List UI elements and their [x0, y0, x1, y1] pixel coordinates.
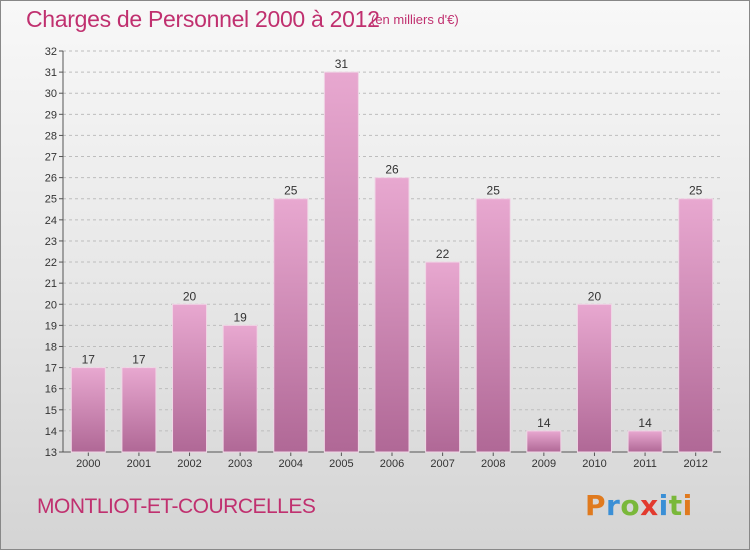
x-tick-label: 2006: [380, 458, 404, 470]
x-tick-label: 2003: [228, 458, 252, 470]
y-tick-label: 32: [45, 46, 57, 58]
x-tick-label: 2009: [532, 458, 556, 470]
bar: [223, 325, 257, 452]
bar: [679, 199, 713, 452]
bar-value-label: 25: [487, 184, 501, 198]
x-tick-label: 2001: [127, 458, 151, 470]
bar: [476, 199, 510, 452]
y-tick-label: 25: [45, 194, 57, 206]
x-tick-label: 2010: [582, 458, 606, 470]
logo-letter: x: [640, 489, 659, 522]
y-tick-label: 23: [45, 236, 57, 248]
y-tick-label: 27: [45, 152, 57, 164]
x-tick-label: 2011: [633, 458, 657, 470]
bar-chart: 13 14 15 16 17 18 19 20 21 22 23 24 25 26 27 28 29 30 31 32…: [1, 1, 750, 551]
y-tick-label: 28: [45, 130, 57, 142]
x-tick-label: 2012: [683, 458, 707, 470]
y-tick-label: 13: [45, 447, 57, 459]
y-tick-label: 16: [45, 384, 57, 396]
x-tick-label: 2002: [177, 458, 201, 470]
y-tick-label: 15: [45, 405, 57, 417]
bar-value-label: 22: [436, 247, 450, 261]
bar-value-label: 25: [689, 184, 703, 198]
bar: [426, 262, 460, 452]
bar-value-label: 31: [335, 57, 349, 71]
bar-value-label: 20: [588, 289, 602, 303]
x-tick-label: 2000: [76, 458, 100, 470]
logo-letter: P: [585, 489, 606, 522]
bar-value-label: 17: [82, 353, 96, 367]
y-tick-label: 21: [45, 278, 57, 290]
x-tick-label: 2007: [430, 458, 454, 470]
y-tick-label: 22: [45, 257, 57, 269]
x-tick-label: 2004: [279, 458, 303, 470]
bar-value-label: 19: [233, 310, 247, 324]
x-tick-label: 2008: [481, 458, 505, 470]
proxiti-logo[interactable]: Proxiti: [585, 489, 693, 522]
x-tick-label: 2005: [329, 458, 353, 470]
bar: [527, 431, 561, 452]
bar-value-label: 20: [183, 289, 197, 303]
y-tick-label: 30: [45, 88, 57, 100]
y-tick-label: 19: [45, 320, 57, 332]
y-tick-label: 17: [45, 363, 57, 375]
y-tick-label: 20: [45, 299, 57, 311]
bar: [324, 72, 358, 452]
bar-value-label: 17: [132, 353, 146, 367]
bar: [71, 368, 105, 452]
bar: [173, 304, 207, 452]
logo-letter: i: [659, 489, 669, 522]
y-tick-label: 26: [45, 173, 57, 185]
bar: [122, 368, 156, 452]
y-tick-label: 18: [45, 341, 57, 353]
bar-value-label: 14: [638, 416, 652, 430]
logo-letter: o: [620, 489, 640, 522]
y-tick-label: 29: [45, 109, 57, 121]
bar-value-label: 14: [537, 416, 551, 430]
bar-value-label: 25: [284, 184, 298, 198]
bar-value-label: 26: [385, 163, 399, 177]
bar: [375, 178, 409, 452]
logo-letter: t: [669, 489, 683, 522]
bar: [577, 304, 611, 452]
place-name: MONTLIOT-ET-COURCELLES: [37, 495, 315, 519]
logo-letter: r: [606, 489, 620, 522]
y-tick-label: 14: [45, 426, 57, 438]
y-tick-label: 31: [45, 67, 57, 79]
chart-frame: Charges de Personnel 2000 à 2012 (en mil…: [0, 0, 750, 550]
bar: [274, 199, 308, 452]
y-tick-label: 24: [45, 215, 57, 227]
bar: [628, 431, 662, 452]
logo-letter: i: [683, 489, 693, 522]
